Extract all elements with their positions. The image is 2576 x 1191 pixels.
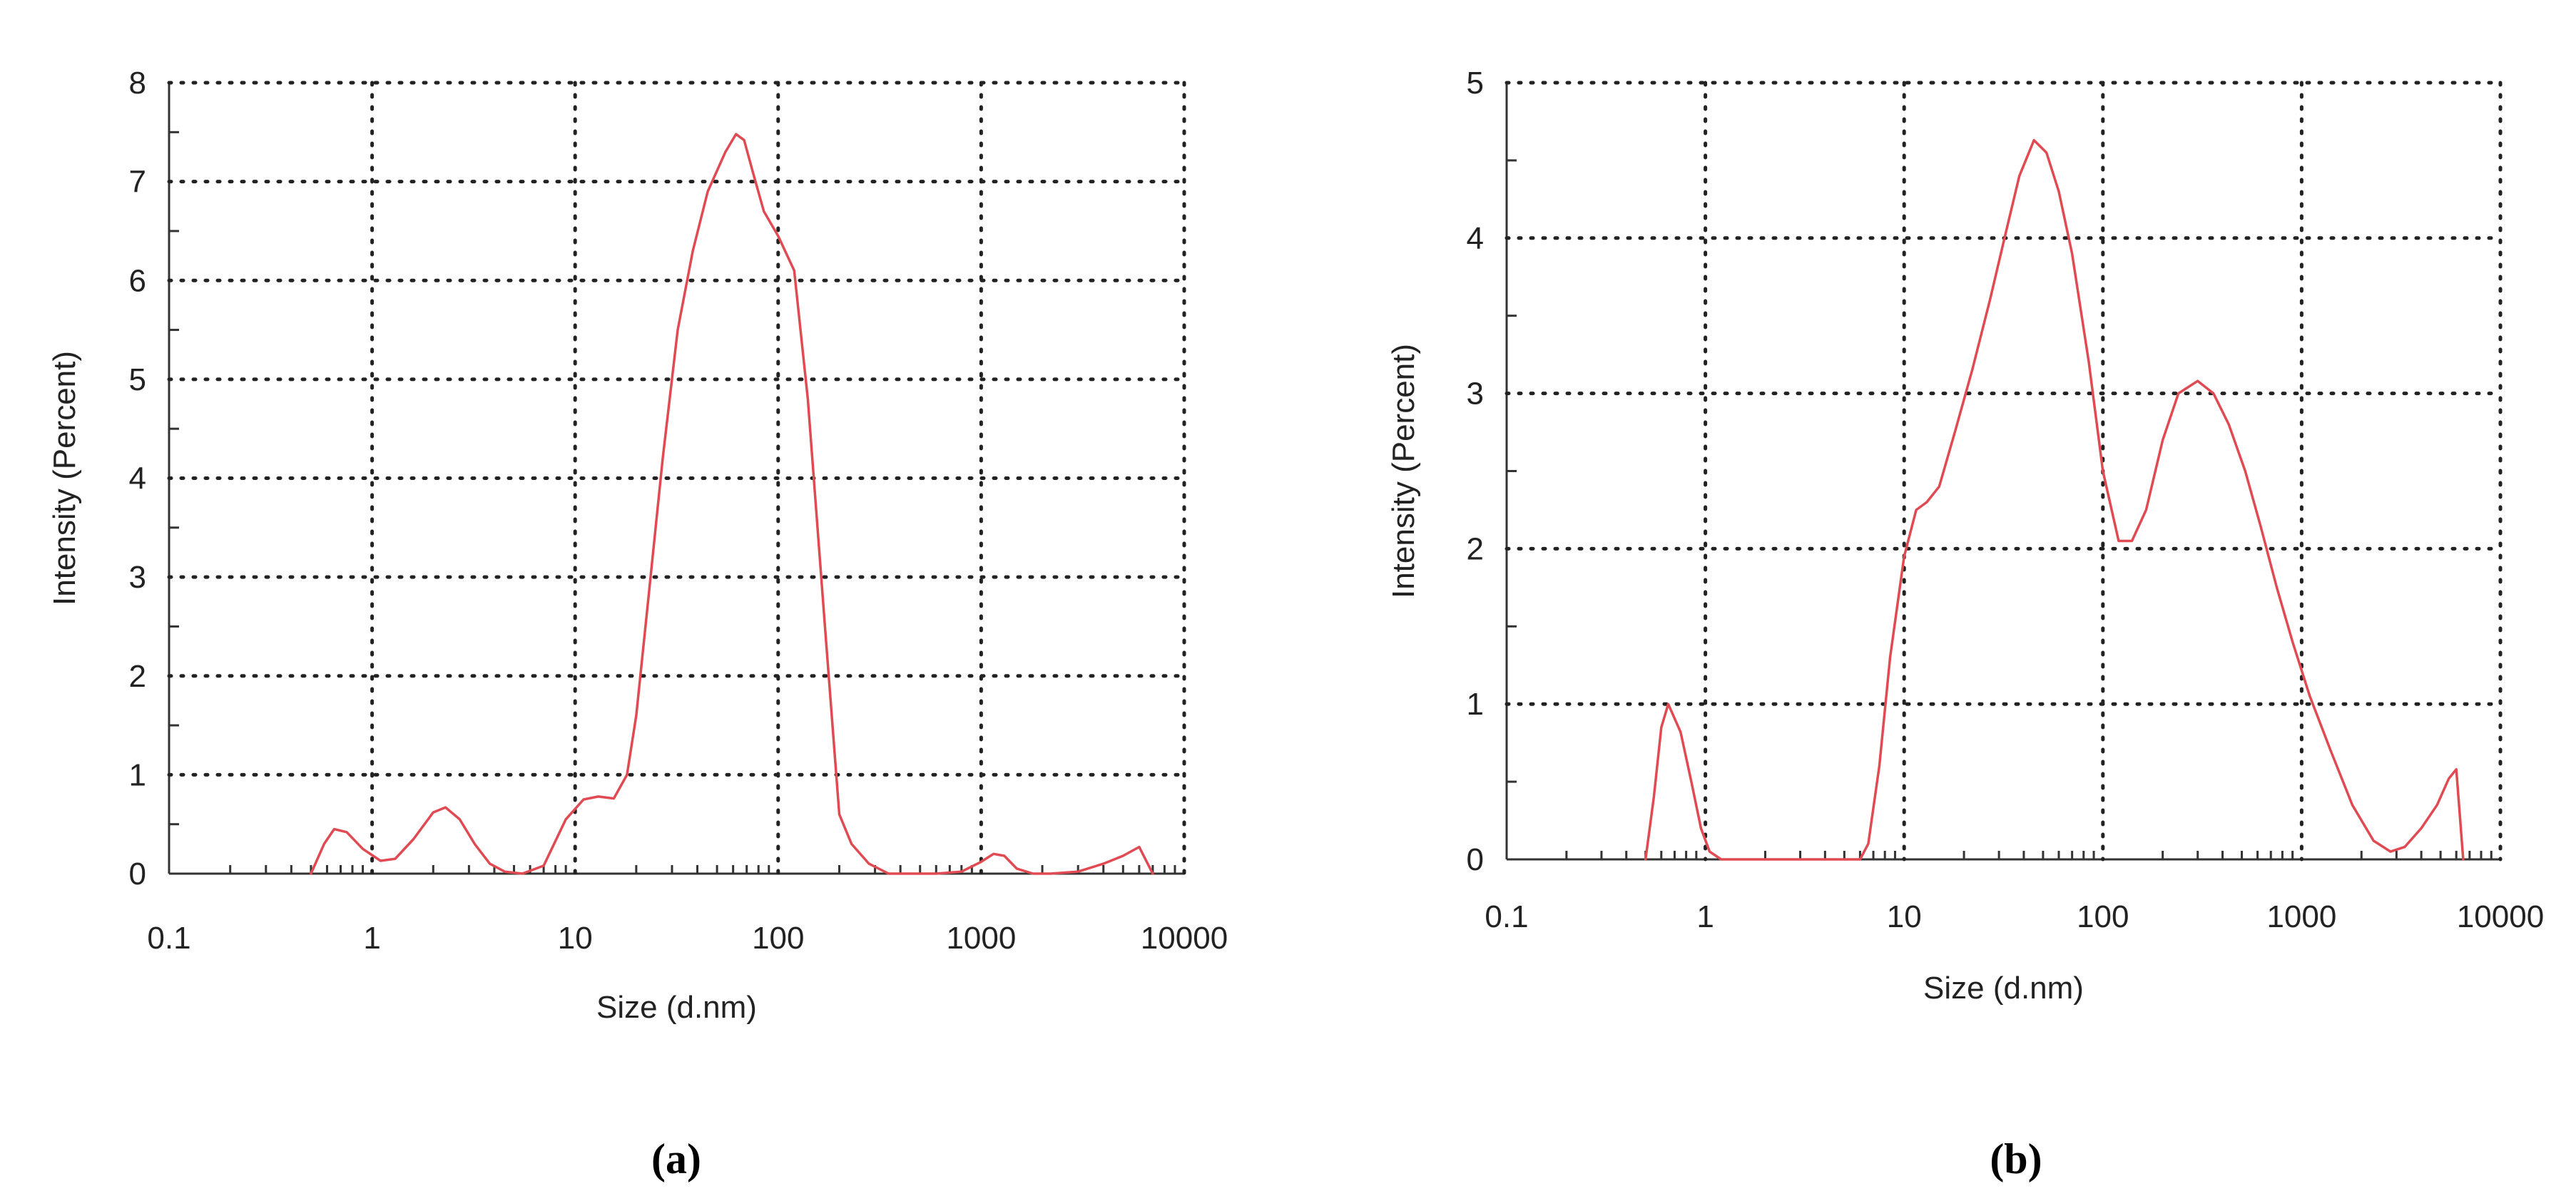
chart-a-ytick-label: 1 [129, 757, 146, 792]
chart-a-panel-label: (a) [651, 1135, 701, 1182]
chart-a-series-line-0 [310, 133, 1154, 875]
chart-panel-a: 0 1 2 3 4 5 6 7 8 0.1 1 10 100 1000 10000 Size (d.nm) In… [47, 66, 1228, 1182]
chart-a-ytick-label: 2 [129, 659, 146, 694]
chart-panel-b: 0 1 2 3 4 5 0.1 1 10 100 1000 10000 Size (d.nm) Inten… [1386, 66, 2544, 1182]
chart-a-ytick-label: 8 [129, 66, 146, 101]
chart-b-xtick-label: 1 [1696, 899, 1714, 934]
chart-b-ytick-label: 1 [1467, 687, 1484, 722]
chart-a-xtick-label: 1 [363, 921, 380, 956]
chart-b-xtick-label: 10000 [2457, 899, 2544, 934]
chart-a-x-axis-title: Size (d.nm) [596, 990, 757, 1025]
chart-b-ytick-label: 3 [1467, 377, 1484, 412]
chart-b-xtick-label: 100 [2077, 899, 2129, 934]
chart-a-xtick-label: 100 [752, 921, 804, 956]
chart-b-ytick-label: 0 [1467, 842, 1484, 877]
chart-b-xtick-label: 10 [1887, 899, 1922, 934]
chart-b-ytick-label: 2 [1467, 531, 1484, 566]
chart-a-ytick-label: 0 [129, 857, 146, 891]
chart-b-xtick-label: 1000 [2266, 899, 2336, 934]
chart-a-ytick-label: 6 [129, 263, 146, 298]
chart-a-ytick-label: 4 [129, 461, 146, 496]
chart-b-panel-label: (b) [1990, 1135, 2042, 1182]
chart-b-xtick-label: 0.1 [1485, 899, 1528, 934]
chart-a-xtick-label: 10 [558, 921, 593, 956]
chart-a-xtick-label: 0.1 [147, 921, 190, 956]
chart-a-ytick-label: 3 [129, 560, 146, 595]
chart-a-y-axis-title: Intensity (Percent) [47, 351, 82, 605]
chart-b-series-line-0 [1644, 138, 2465, 861]
chart-b-y-axis-title: Intensity (Percent) [1386, 344, 1421, 598]
chart-a-ytick-label: 7 [129, 165, 146, 200]
chart-b-ytick-label: 5 [1467, 66, 1484, 101]
chart-b-x-axis-title: Size (d.nm) [1923, 971, 2084, 1006]
chart-a-xtick-label: 1000 [946, 921, 1016, 956]
chart-a-xtick-label: 10000 [1141, 921, 1228, 956]
chart-b-ytick-label: 4 [1467, 221, 1484, 256]
chart-a-ytick-label: 5 [129, 362, 146, 397]
